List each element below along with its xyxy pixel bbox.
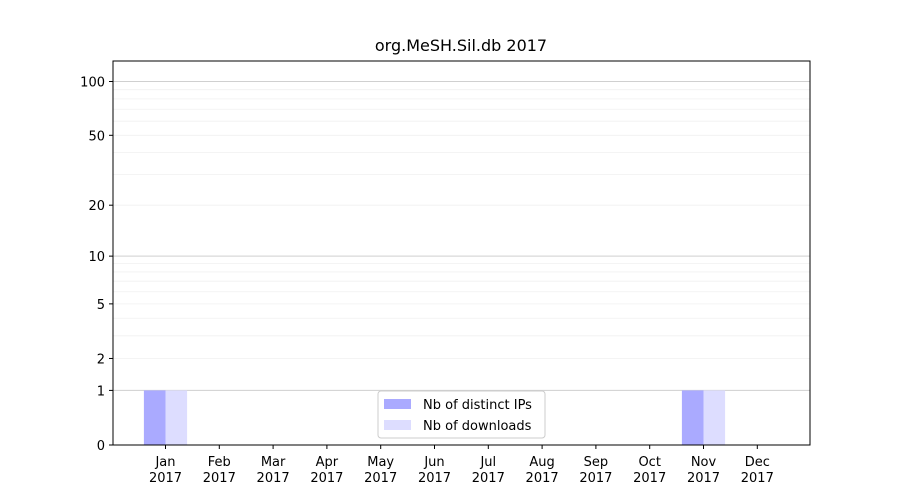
y-tick-label: 2 xyxy=(97,352,105,367)
x-tick-label: Aug 2017 xyxy=(526,455,559,486)
x-tick-label: Sep 2017 xyxy=(579,455,612,486)
bar-distinct-ips xyxy=(143,390,166,445)
x-tick-label: Dec 2017 xyxy=(741,455,774,486)
y-tick-label: 50 xyxy=(88,129,105,144)
y-tick-label: 0 xyxy=(97,439,105,454)
legend: Nb of distinct IPs Nb of downloads xyxy=(377,390,546,439)
axes xyxy=(112,60,811,446)
x-axis-ticks: Jan 2017 Feb 2017 Mar 2017 Apr 2017 May 2017 Jun 20… xyxy=(149,445,774,486)
bar-downloads xyxy=(703,390,726,445)
x-tick-label: Oct 2017 xyxy=(633,455,666,486)
y-tick-label: 20 xyxy=(88,199,105,214)
x-tick-label: Mar 2017 xyxy=(257,455,290,486)
x-tick-label: Jan 2017 xyxy=(149,455,182,486)
legend-label: Nb of distinct IPs xyxy=(423,398,532,413)
legend-box xyxy=(377,390,546,439)
bar-distinct-ips xyxy=(681,390,704,445)
y-axis-ticks: 0 1 2 5 10 20 50 100 xyxy=(80,75,113,454)
y-tick-label: 1 xyxy=(97,384,105,399)
legend-swatch xyxy=(384,420,411,430)
x-tick-label: Jun 2017 xyxy=(418,455,451,486)
x-tick-label: Nov 2017 xyxy=(687,455,720,486)
x-tick-label: Apr 2017 xyxy=(310,455,343,486)
y-tick-label: 100 xyxy=(80,75,105,90)
chart-title: org.MeSH.Sil.db 2017 xyxy=(375,36,547,55)
grid-lines xyxy=(113,80,810,391)
x-tick-label: May 2017 xyxy=(364,455,397,486)
y-tick-label: 5 xyxy=(97,298,105,313)
legend-swatch xyxy=(384,399,411,409)
bars xyxy=(143,390,726,445)
plot-frame xyxy=(112,60,811,446)
x-tick-label: Jul 2017 xyxy=(472,455,505,486)
x-tick-label: Feb 2017 xyxy=(203,455,236,486)
y-tick-label: 10 xyxy=(88,250,105,265)
legend-label: Nb of downloads xyxy=(423,419,532,434)
bar-downloads xyxy=(165,390,188,445)
